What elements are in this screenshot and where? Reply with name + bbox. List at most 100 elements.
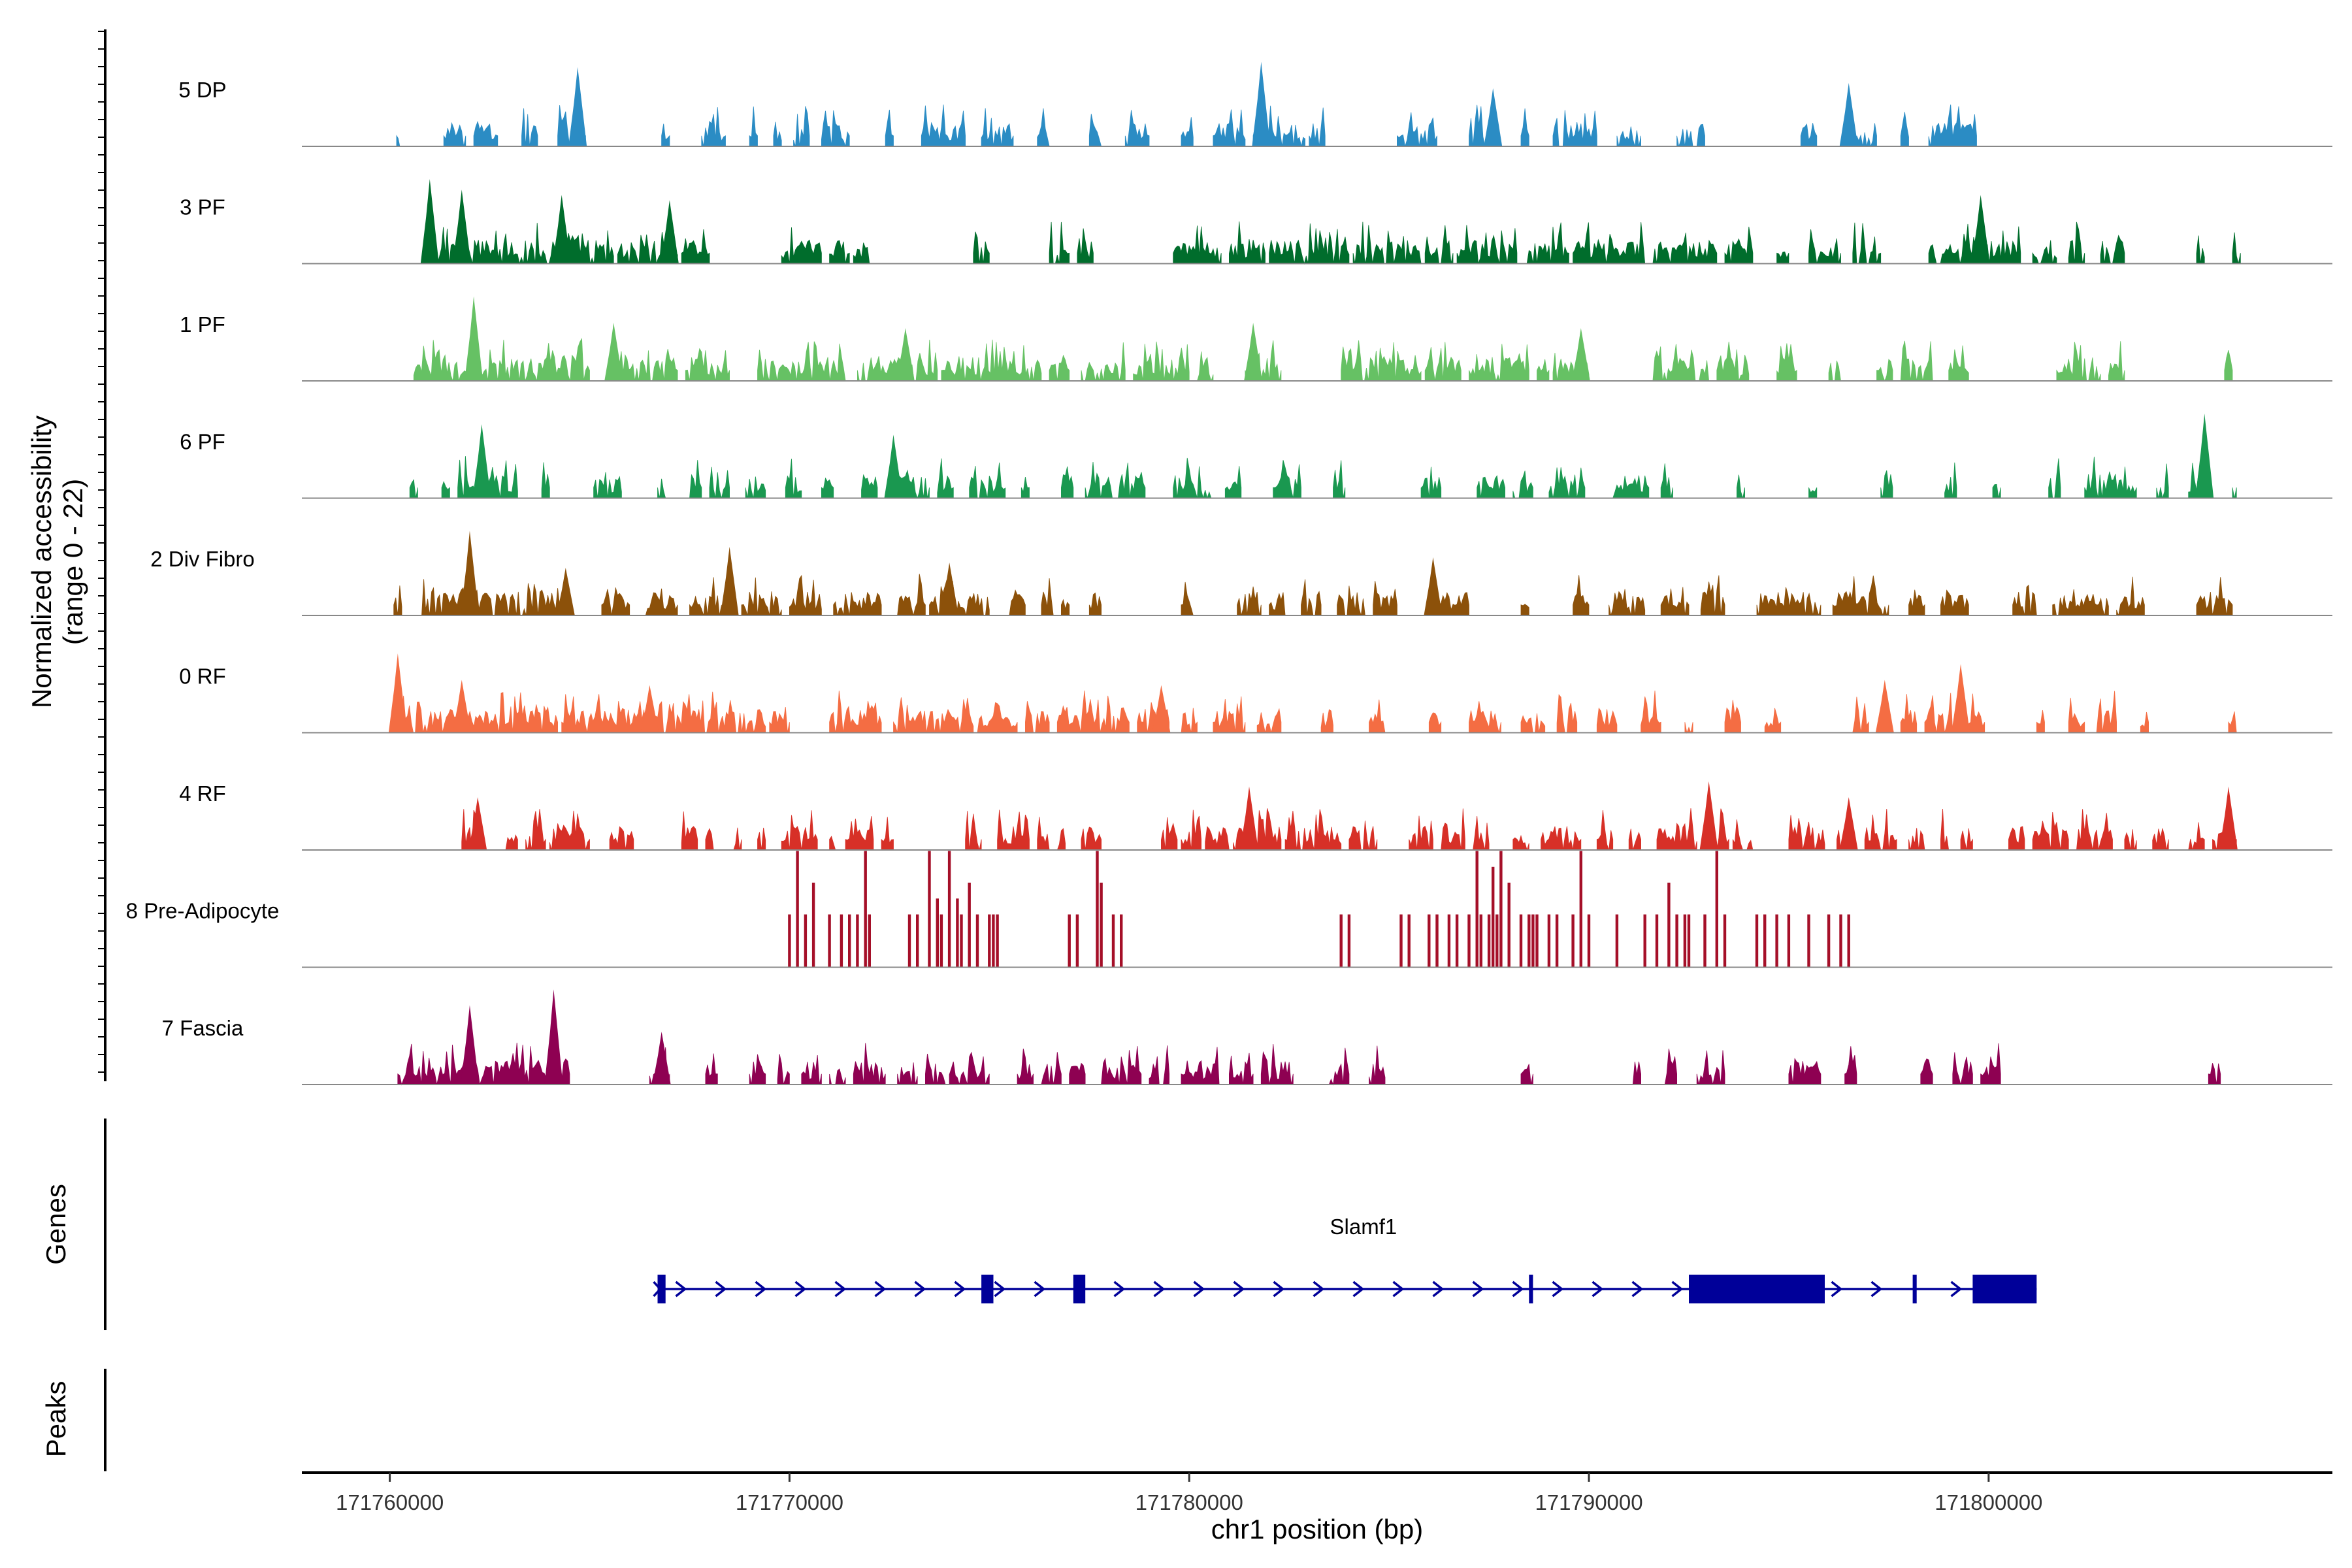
- coverage-segment: [1852, 696, 1869, 733]
- gene-exon: [1073, 1275, 1086, 1303]
- coverage-peak: [1952, 664, 1970, 733]
- coverage-segment: [1788, 1058, 1821, 1085]
- coverage-segment: [1273, 460, 1301, 498]
- coverage-segment: [1056, 690, 1130, 733]
- coverage-segment: [1856, 123, 1877, 148]
- coverage-segment: [2032, 240, 2057, 264]
- strand-arrow: [1592, 1281, 1604, 1298]
- coverage-segment: [897, 1062, 918, 1085]
- strand-arrow: [1392, 1281, 1405, 1298]
- coverage-segment: [1960, 828, 1973, 851]
- strand-arrow: [1631, 1281, 1644, 1298]
- coverage-peak: [1971, 195, 1990, 264]
- coverage-peak: [1875, 679, 1894, 733]
- coverage-segment: [969, 463, 1006, 498]
- track-label: 2 Div Fibro: [150, 547, 255, 571]
- coverage-bar: [1715, 851, 1718, 968]
- coverage-segment: [1181, 708, 1198, 733]
- coverage-bar: [856, 914, 859, 968]
- coverage-segment: [829, 240, 850, 264]
- coverage-peak: [660, 200, 679, 264]
- coverage-segment: [1724, 700, 1741, 733]
- track-label: 8 Pre-Adipocyte: [126, 899, 280, 923]
- coverage-segment: [885, 109, 894, 147]
- coverage-segment: [1428, 712, 1442, 733]
- coverage-segment: [2208, 1063, 2221, 1085]
- coverage-segment: [845, 816, 874, 851]
- coverage-segment: [1041, 1052, 1062, 1085]
- coverage-segment: [1348, 820, 1378, 851]
- coverage-segment: [981, 108, 1014, 147]
- coverage-bar: [1507, 883, 1511, 968]
- coverage-segment: [1149, 1045, 1169, 1085]
- coverage-segment: [1081, 342, 1126, 382]
- coverage-segment: [1037, 108, 1050, 147]
- coverage-segment: [1456, 225, 1518, 264]
- coverage-segment: [1864, 808, 1897, 851]
- coverage-segment: [1696, 1050, 1725, 1085]
- coverage-bar: [804, 914, 808, 968]
- coverage-bar: [1487, 914, 1491, 968]
- coverage-peak: [460, 531, 479, 615]
- coverage-segment: [2228, 711, 2237, 733]
- coverage-bar: [1703, 914, 1707, 968]
- coverage-segment: [829, 836, 838, 851]
- coverage-segment: [2116, 576, 2145, 617]
- coverage-segment: [1900, 340, 1933, 382]
- coverage-segment: [2008, 826, 2025, 851]
- coverage-segment: [2196, 235, 2205, 264]
- coverage-segment: [1525, 222, 1569, 264]
- coverage-segment: [397, 1042, 570, 1086]
- coverage-bar: [848, 914, 851, 968]
- coverage-segment: [2152, 828, 2169, 851]
- coverage-peak: [720, 546, 739, 615]
- coverage-segment: [853, 242, 870, 264]
- strand-arrow: [1193, 1281, 1205, 1298]
- coverage-segment: [1196, 351, 1214, 382]
- coverage-segment: [1684, 722, 1693, 734]
- coverage-segment: [1088, 592, 1102, 616]
- coverage-peak: [465, 296, 483, 381]
- strand-arrow: [1671, 1281, 1684, 1298]
- coverage-bar: [1723, 914, 1727, 968]
- coverage-segment: [1229, 221, 1266, 264]
- coverage-segment: [1069, 1062, 1086, 1085]
- strand-arrow: [914, 1281, 926, 1298]
- track-label: 1 PF: [180, 312, 225, 336]
- coverage-segment: [937, 458, 954, 498]
- coverage-segment: [1088, 114, 1102, 147]
- coverage-segment: [925, 1053, 946, 1085]
- coverage-segment: [1333, 460, 1346, 498]
- coverage-bar: [1428, 914, 1431, 968]
- coverage-segment: [1260, 1043, 1294, 1085]
- coverage-segment: [1660, 587, 1690, 616]
- coverage-peak: [1839, 797, 1858, 850]
- coverage-segment: [705, 828, 714, 851]
- strand-arrow: [1950, 1281, 1963, 1298]
- coverage-bar: [1775, 914, 1778, 968]
- coverage-segment: [829, 691, 882, 733]
- coverage-segment: [705, 1053, 718, 1085]
- coverage-segment: [1596, 809, 1614, 851]
- coverage-bar: [868, 914, 871, 968]
- coverage-bar: [916, 914, 919, 968]
- strand-arrow: [1034, 1281, 1046, 1298]
- coverage-segment: [1301, 579, 1322, 616]
- strand-arrow: [874, 1281, 887, 1298]
- strand-arrow: [1870, 1281, 1883, 1298]
- coverage-segment: [1269, 592, 1286, 616]
- coverage-peak: [1839, 82, 1858, 146]
- coverage-segment: [681, 229, 710, 264]
- coverage-bar: [988, 914, 991, 968]
- x-tick-label: 171790000: [1535, 1490, 1642, 1514]
- coverage-bar: [1111, 914, 1115, 968]
- coverage-segment: [609, 349, 678, 382]
- coverage-segment: [1616, 126, 1641, 147]
- coverage-segment: [1325, 1047, 1350, 1086]
- coverage-bar: [1527, 914, 1531, 968]
- coverage-segment: [1908, 828, 1925, 851]
- coverage-segment: [1205, 826, 1230, 851]
- coverage-segment: [1520, 713, 1546, 733]
- coverage-segment: [1337, 585, 1365, 616]
- coverage-bar: [1571, 914, 1575, 968]
